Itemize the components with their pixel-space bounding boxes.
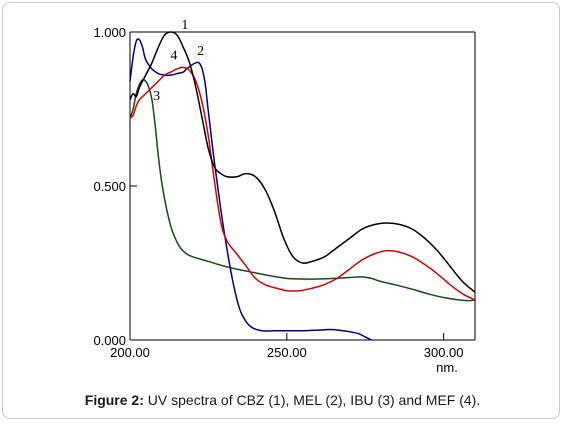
figure-caption-label: Figure 2:: [84, 392, 144, 408]
figure-caption-text: UV spectra of CBZ (1), MEL (2), IBU (3) …: [143, 392, 481, 408]
curve-labels: 12 3 4: [153, 18, 204, 104]
curve-label-3: 3: [153, 89, 160, 104]
series-line-2: [129, 38, 372, 341]
x-tick-label: 200.00: [110, 345, 150, 360]
axes: [129, 31, 476, 341]
y-tick-label: 0.000: [93, 333, 126, 348]
y-tick-label: 0.500: [93, 179, 126, 194]
x-axis-unit-label: nm.: [436, 360, 458, 375]
figure-frame: [2, 2, 560, 419]
y-ticks: 0.000 0.500 1.000: [93, 25, 137, 348]
x-tick-label: 250.00: [267, 345, 307, 360]
x-tick-label: 300.00: [424, 345, 464, 360]
curve-label-1: 1: [181, 18, 188, 33]
series-layer: [129, 31, 476, 341]
curve-label-2: 2: [197, 44, 204, 59]
series-line-1: [129, 31, 476, 293]
series-line-3: [129, 78, 476, 302]
figure-caption: Figure 2: UV spectra of CBZ (1), MEL (2)…: [0, 392, 565, 408]
series-line-4: [129, 66, 476, 301]
x-ticks: 200.00 250.00 300.00: [110, 333, 464, 360]
curve-label-4: 4: [170, 49, 177, 64]
y-tick-label: 1.000: [93, 25, 126, 40]
